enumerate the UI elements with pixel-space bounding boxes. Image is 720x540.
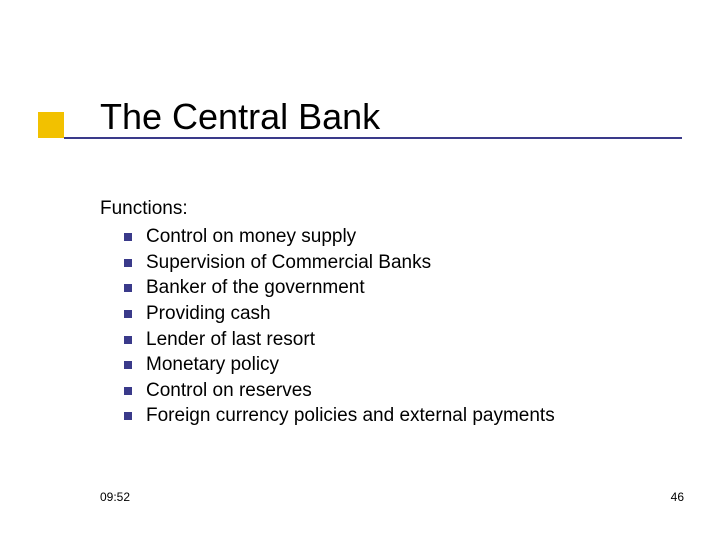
bullet-square-icon (124, 310, 132, 318)
bullet-square-icon (124, 387, 132, 395)
slide-body: Functions: Control on money supply Super… (100, 198, 555, 429)
list-item-label: Providing cash (146, 303, 271, 324)
footer-page-number: 46 (671, 490, 684, 504)
list-item: Providing cash (124, 301, 555, 327)
bullet-square-icon (124, 233, 132, 241)
footer-time: 09:52 (100, 490, 130, 504)
list-item-label: Supervision of Commercial Banks (146, 252, 431, 273)
slide-title: The Central Bank (100, 96, 380, 138)
list-item: Monetary policy (124, 352, 555, 378)
list-item-label: Control on reserves (146, 380, 312, 401)
lead-text: Functions: (100, 198, 555, 220)
list-item: Control on reserves (124, 378, 555, 404)
list-item: Foreign currency policies and external p… (124, 403, 555, 429)
list-item-label: Control on money supply (146, 226, 356, 247)
bullet-list: Control on money supply Supervision of C… (100, 224, 555, 429)
list-item: Control on money supply (124, 224, 555, 250)
list-item-label: Lender of last resort (146, 329, 315, 350)
list-item: Lender of last resort (124, 327, 555, 353)
list-item-label: Foreign currency policies and external p… (146, 405, 555, 426)
bullet-square-icon (124, 284, 132, 292)
list-item-label: Banker of the government (146, 277, 365, 298)
list-item: Banker of the government (124, 275, 555, 301)
accent-block (38, 112, 64, 138)
bullet-square-icon (124, 361, 132, 369)
list-item: Supervision of Commercial Banks (124, 250, 555, 276)
bullet-square-icon (124, 259, 132, 267)
bullet-square-icon (124, 412, 132, 420)
list-item-label: Monetary policy (146, 354, 279, 375)
bullet-square-icon (124, 336, 132, 344)
